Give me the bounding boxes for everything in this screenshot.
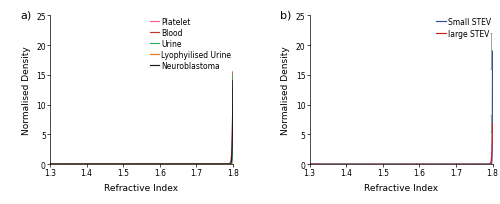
Lyophyilised Urine [191,163,197,165]
Urine [224,163,230,165]
Neuroblastoma [224,163,230,165]
large STEV [450,163,456,165]
Lyophyilised Urine [56,163,62,165]
Blood [224,163,230,165]
large STEV [484,163,490,165]
Small STEV [306,163,312,165]
Blood [47,163,53,165]
Lyophyilised Urine [224,163,230,165]
Blood [224,163,230,165]
Urine [136,163,142,165]
Neuroblastoma [56,163,62,165]
Neuroblastoma [136,163,142,165]
large STEV [306,163,312,165]
large STEV [396,163,402,165]
Blood [136,163,142,165]
Legend: Platelet, Blood, Urine, Lyophyilised Urine, Neuroblastoma: Platelet, Blood, Urine, Lyophyilised Uri… [149,17,232,71]
Blood [56,163,62,165]
Neuroblastoma [191,163,197,165]
Platelet [131,163,137,165]
Text: a): a) [20,10,32,20]
Platelet [191,163,197,165]
Neuroblastoma [131,163,137,165]
Platelet [136,163,142,165]
Neuroblastoma [224,163,230,165]
Platelet [56,163,62,165]
Text: b): b) [280,10,292,20]
Small STEV [484,163,490,165]
Urine [191,163,197,165]
Neuroblastoma [47,163,53,165]
Platelet [230,92,236,94]
Urine [56,163,62,165]
Small STEV [484,163,490,165]
X-axis label: Refractive Index: Refractive Index [104,183,178,192]
Line: Blood: Blood [50,72,233,164]
X-axis label: Refractive Index: Refractive Index [364,183,438,192]
Y-axis label: Normalised Density: Normalised Density [282,46,290,134]
Platelet [224,163,230,165]
large STEV [490,123,496,125]
Urine [230,74,236,77]
Line: Urine: Urine [50,75,233,164]
large STEV [316,163,322,165]
Legend: Small STEV, large STEV: Small STEV, large STEV [436,17,492,39]
Lyophyilised Urine [224,163,230,165]
Platelet [224,163,230,165]
Blood [191,163,197,165]
Line: Platelet: Platelet [50,93,233,164]
Urine [47,163,53,165]
Lyophyilised Urine [136,163,142,165]
Small STEV [490,51,496,53]
large STEV [390,163,396,165]
Y-axis label: Normalised Density: Normalised Density [22,46,30,134]
Platelet [47,163,53,165]
Small STEV [450,163,456,165]
large STEV [484,163,490,165]
Line: Neuroblastoma: Neuroblastoma [50,81,233,164]
Small STEV [316,163,322,165]
Lyophyilised Urine [131,163,137,165]
Urine [131,163,137,165]
Line: large STEV: large STEV [310,124,492,164]
Neuroblastoma [230,80,236,83]
Line: Small STEV: Small STEV [310,52,492,164]
Urine [224,163,230,165]
Lyophyilised Urine [230,163,236,165]
Lyophyilised Urine [47,163,53,165]
Small STEV [396,163,402,165]
Small STEV [390,163,396,165]
Blood [230,71,236,74]
Blood [131,163,137,165]
